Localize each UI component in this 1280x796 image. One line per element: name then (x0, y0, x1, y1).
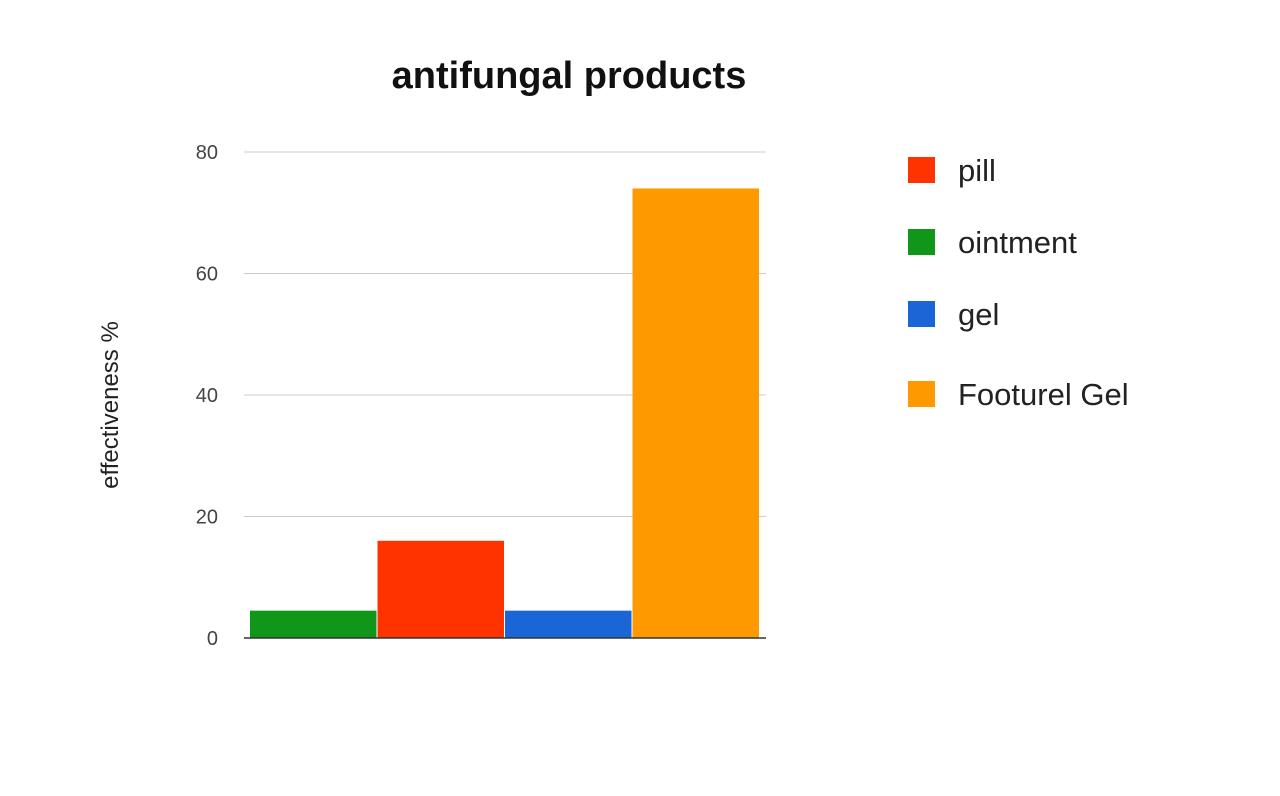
legend-label: Footurel Gel (958, 377, 1129, 412)
legend-item-ointment[interactable]: ointment (908, 225, 1077, 260)
bars (250, 188, 759, 638)
legend-swatch (908, 301, 935, 327)
legend-swatch (908, 157, 935, 183)
legend-swatch (908, 381, 935, 407)
legend-label: pill (958, 153, 996, 188)
legend-label: gel (958, 297, 999, 332)
legend-item-pill[interactable]: pill (908, 153, 996, 188)
chart-title: antifungal products (392, 55, 747, 97)
legend-item-footurel-gel[interactable]: Footurel Gel (908, 377, 1129, 412)
y-tick-label: 60 (196, 264, 218, 286)
bar-gel[interactable] (505, 610, 632, 638)
y-tick-label: 0 (207, 628, 218, 650)
legend-label: ointment (958, 225, 1077, 260)
y-tick-label: 20 (196, 507, 218, 529)
y-axis-ticks: 0 20 40 60 80 (196, 142, 218, 650)
y-axis-label: effectiveness % (97, 321, 124, 489)
y-tick-label: 80 (196, 142, 218, 164)
bar-ointment[interactable] (250, 610, 377, 638)
bar-pill[interactable] (377, 540, 505, 638)
legend-item-gel[interactable]: gel (908, 297, 999, 332)
bar-footurel-gel[interactable] (632, 188, 760, 638)
legend-swatch (908, 229, 935, 255)
legend: pill ointment gel Footurel Gel (908, 153, 1129, 412)
y-tick-label: 40 (196, 385, 218, 407)
